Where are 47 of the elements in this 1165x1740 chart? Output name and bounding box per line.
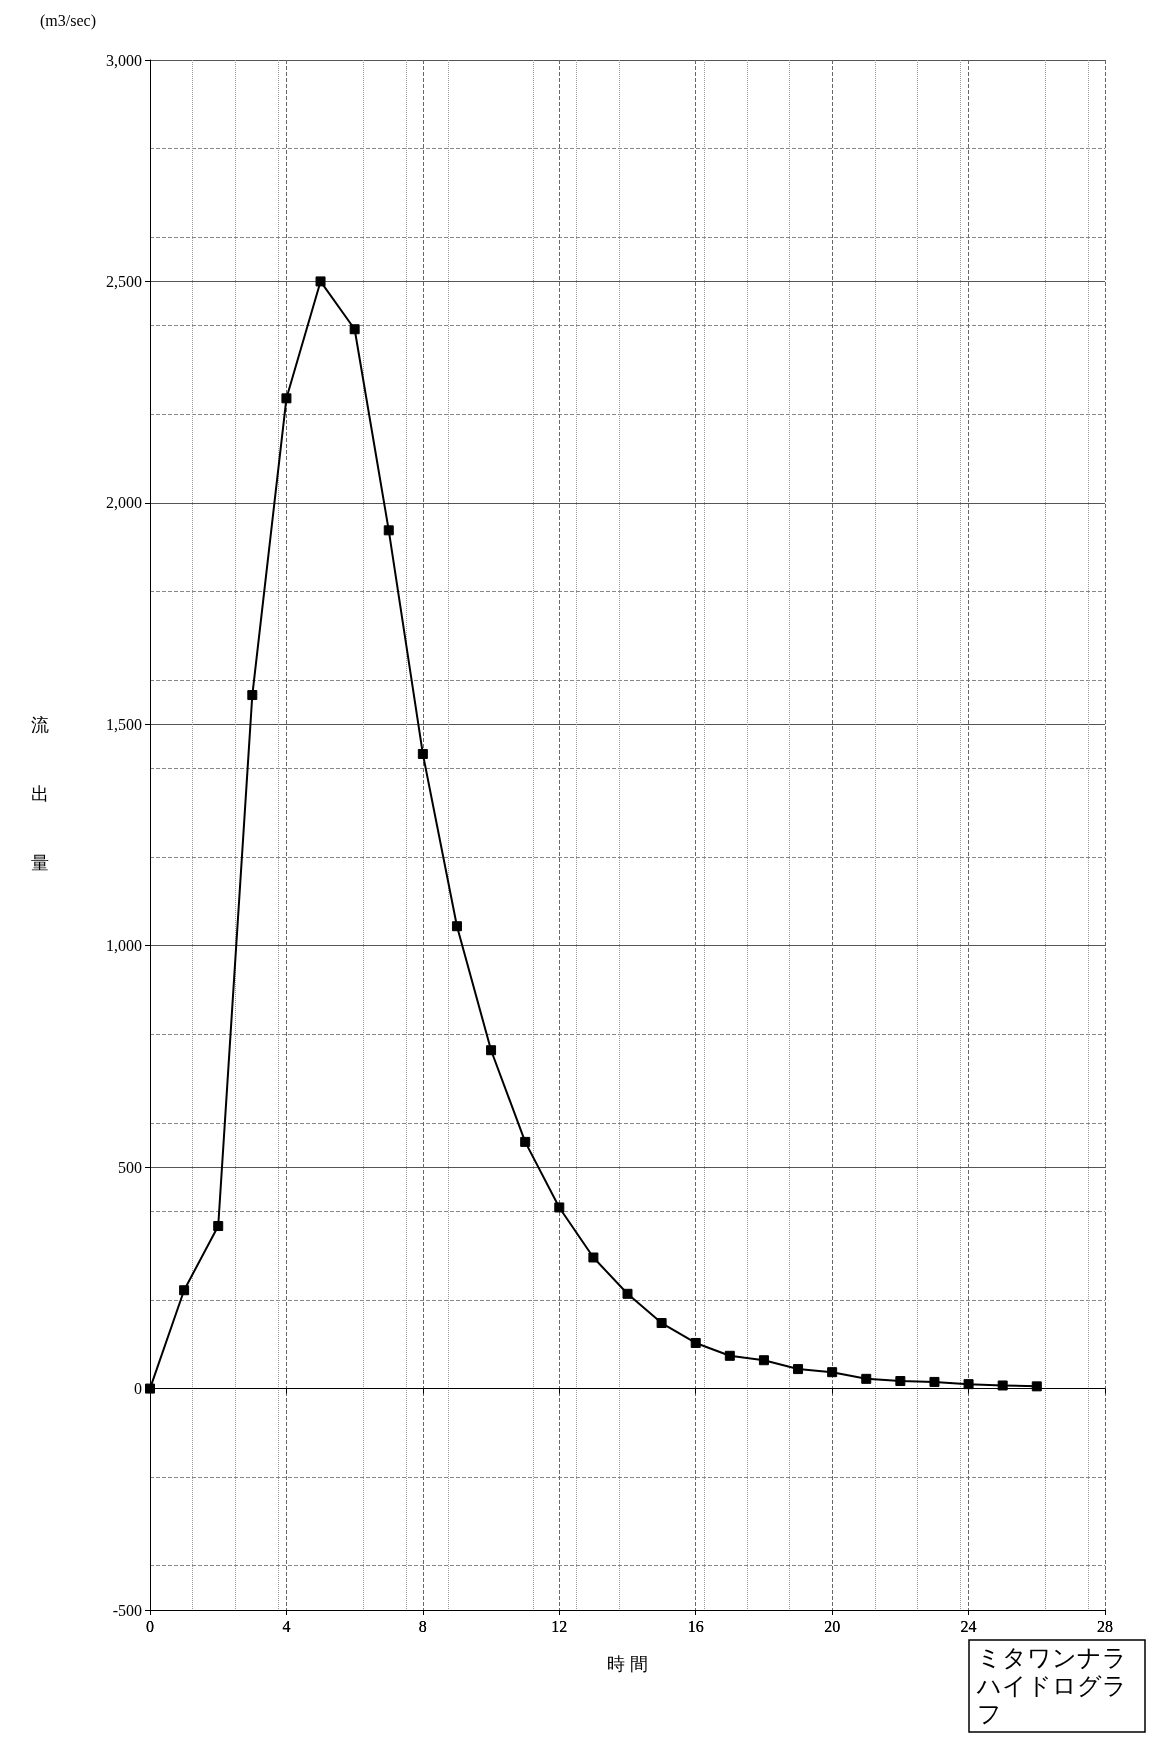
point <box>827 1367 838 1378</box>
x-tick-label: 28 <box>1097 1617 1113 1635</box>
point <box>929 1376 940 1387</box>
y-tick-label: 1,000 <box>106 937 142 955</box>
text: (m3/sec) <box>40 11 96 30</box>
point <box>213 1221 224 1232</box>
y-axis-title: 流出量 <box>29 700 51 910</box>
y-tick-label: 3,000 <box>106 51 142 69</box>
point <box>1031 1381 1042 1392</box>
point <box>895 1376 906 1387</box>
point <box>247 690 258 701</box>
y-tick-label: -500 <box>112 1601 142 1619</box>
y-tick-label: 2,000 <box>106 494 142 512</box>
point <box>486 1045 497 1056</box>
point <box>145 1383 155 1394</box>
point <box>349 324 360 335</box>
x-tick-label: 12 <box>551 1617 568 1635</box>
point <box>656 1318 667 1329</box>
y-tick-label: 500 <box>118 1158 142 1176</box>
text: ミタワンナラハイドログラフ <box>976 1645 1127 1727</box>
point <box>588 1252 599 1263</box>
x-tick-label: 4 <box>282 1617 291 1635</box>
y-tick-label: 2,500 <box>106 272 142 290</box>
point <box>520 1136 531 1147</box>
point <box>417 748 428 759</box>
point <box>315 276 326 287</box>
point <box>383 525 394 536</box>
point <box>179 1285 190 1296</box>
x-tick-label: 24 <box>960 1617 977 1635</box>
point <box>622 1288 633 1299</box>
point <box>554 1202 565 1213</box>
point <box>861 1373 872 1384</box>
y-tick-label: 1,500 <box>106 715 142 733</box>
point <box>758 1355 769 1366</box>
point <box>793 1364 804 1375</box>
point <box>281 393 292 404</box>
x-tick-label: 8 <box>418 1617 427 1635</box>
point <box>963 1379 974 1390</box>
x-tick-label: 0 <box>146 1617 154 1635</box>
point <box>997 1380 1008 1391</box>
point <box>690 1337 701 1348</box>
point <box>451 921 462 932</box>
y-tick-label: 0 <box>134 1380 142 1398</box>
x-tick-label: 16 <box>687 1617 704 1635</box>
point <box>724 1350 735 1361</box>
x-tick-label: 20 <box>824 1617 841 1635</box>
x-axis-title: 時 間 <box>607 1654 648 1674</box>
